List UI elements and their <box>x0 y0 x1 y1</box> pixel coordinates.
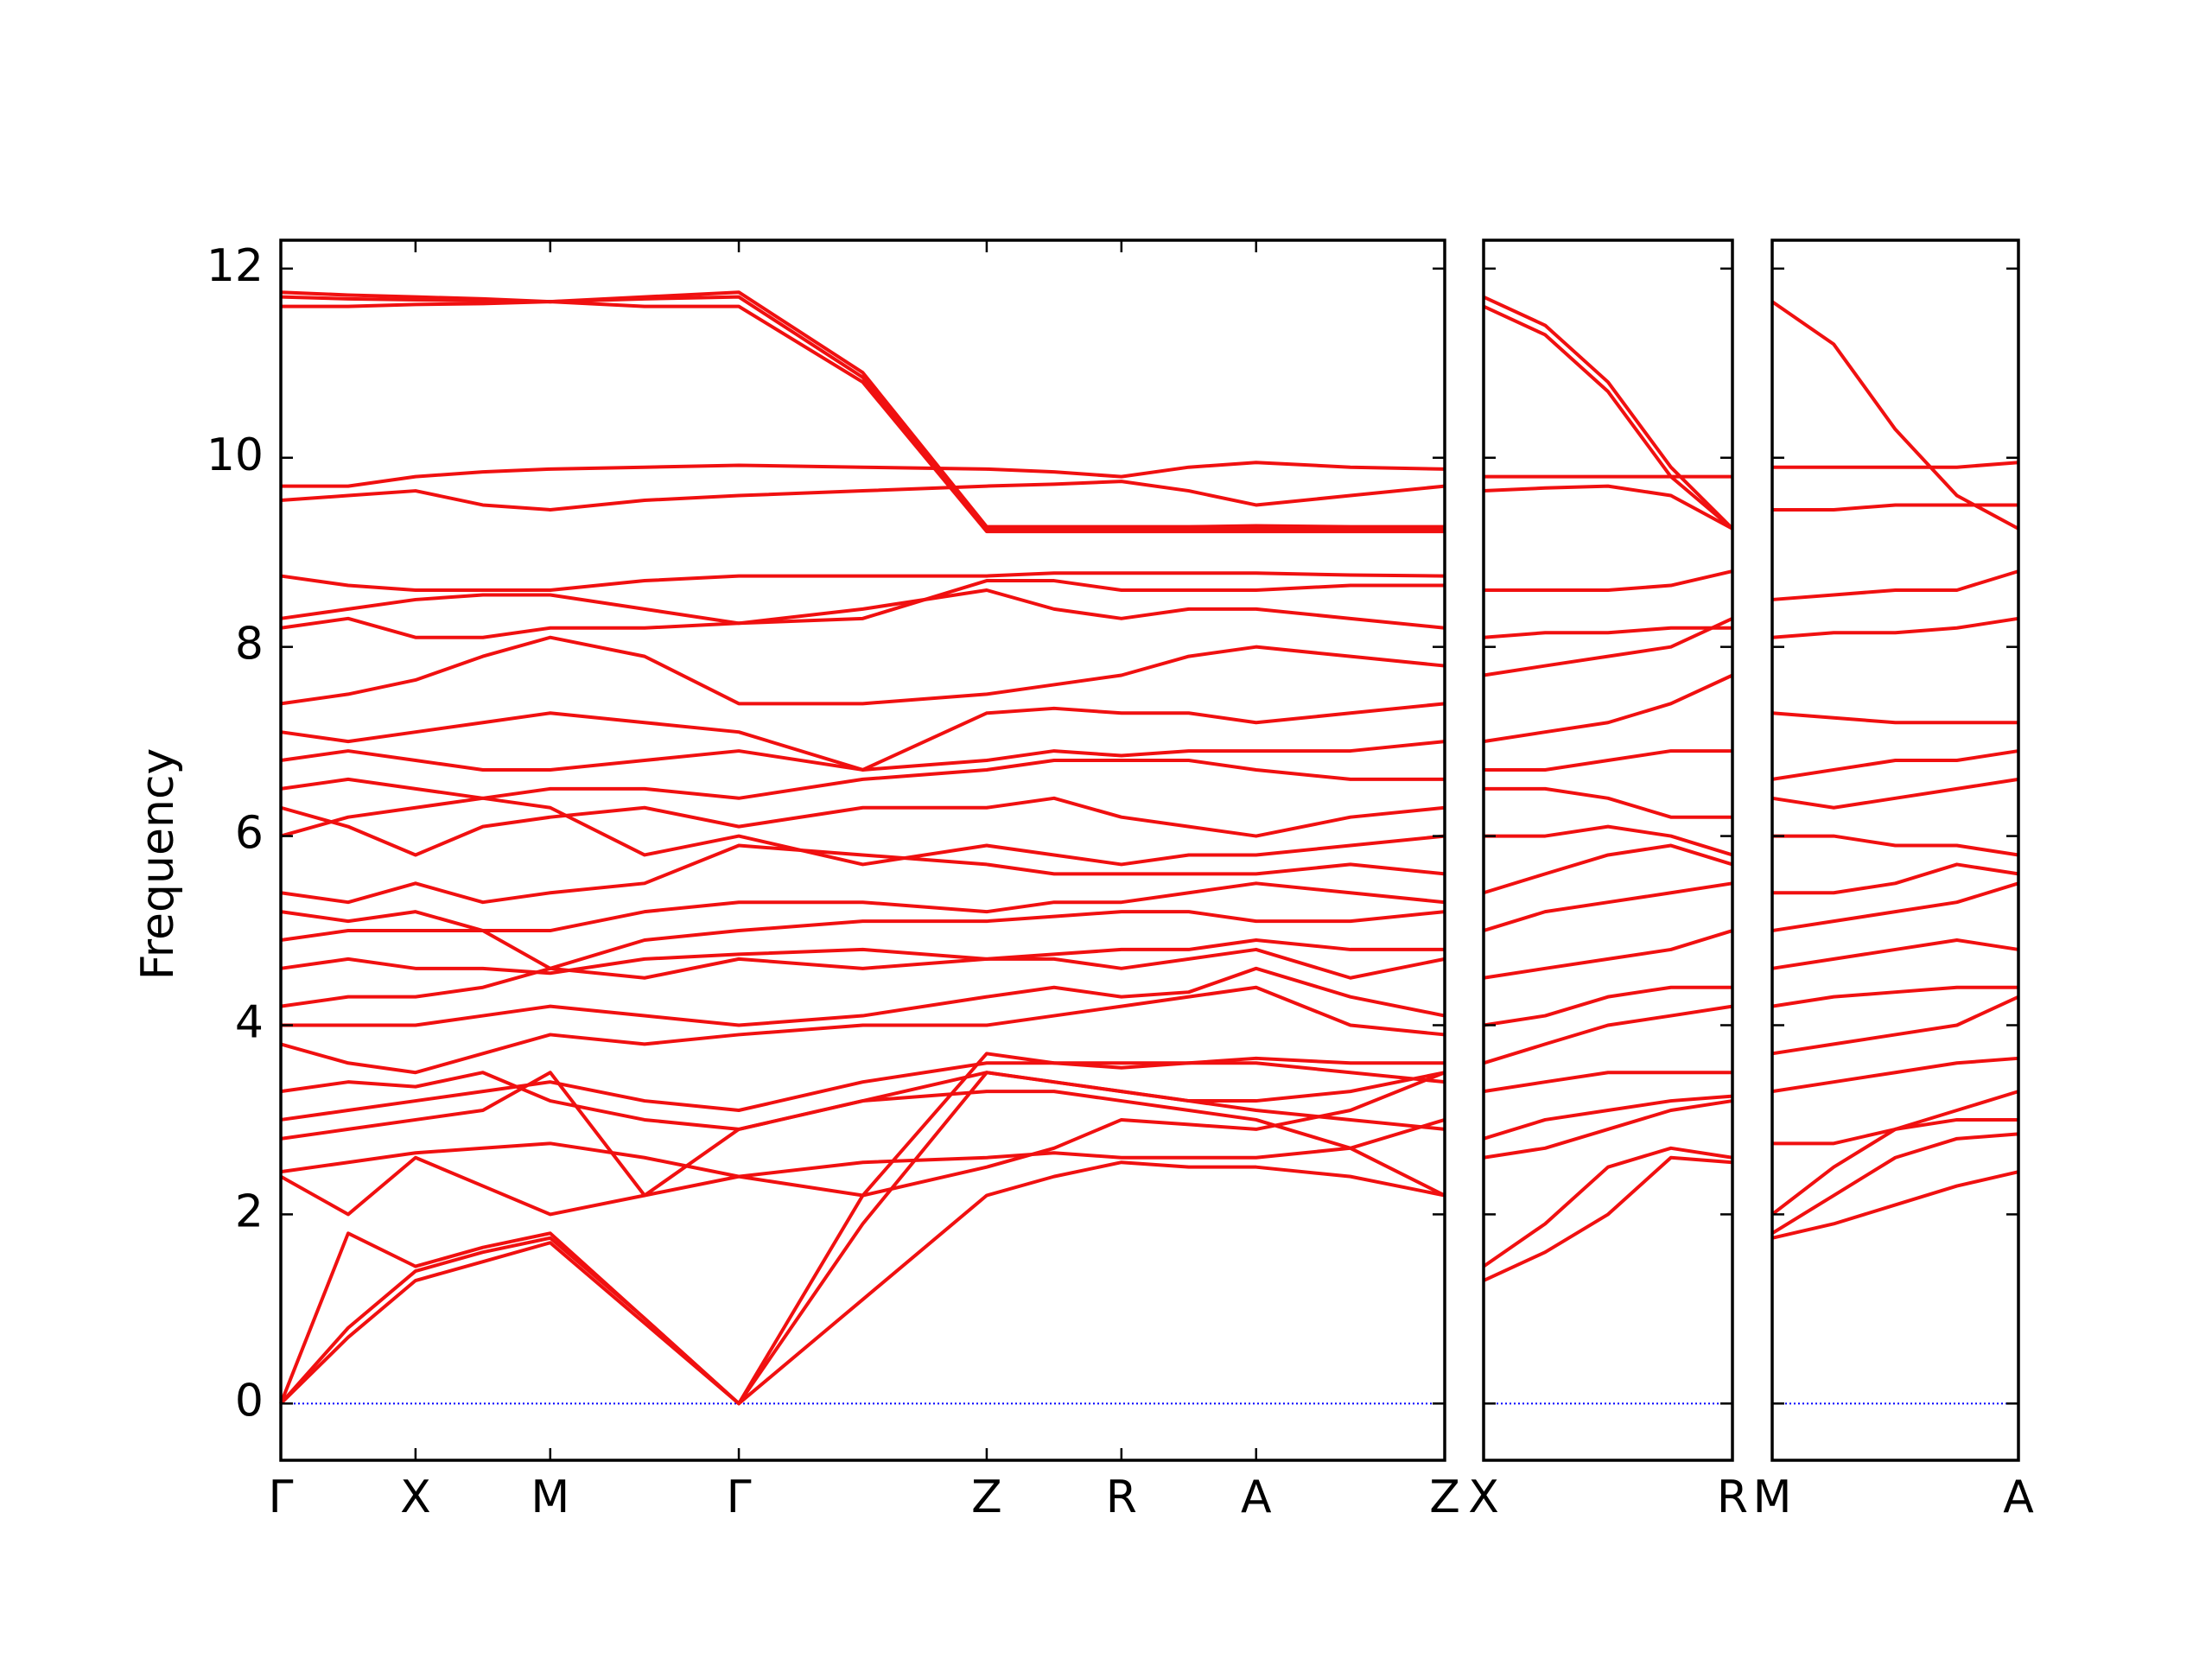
band-line <box>1771 881 2019 933</box>
band-line <box>1483 1094 1733 1141</box>
y-axis-label: Frequency <box>132 748 184 981</box>
band-line <box>1483 881 1733 932</box>
band-line <box>1484 749 1732 772</box>
band-line <box>280 796 1446 857</box>
band-line <box>280 881 1446 933</box>
band-line <box>1483 843 1733 895</box>
plot-frame <box>1482 238 1734 1462</box>
band-line <box>1484 824 1733 857</box>
band-line <box>280 588 1446 639</box>
band-line <box>1771 938 2019 970</box>
band-line <box>280 635 1446 706</box>
band-line <box>280 1071 1446 1198</box>
band-line <box>1771 777 2019 810</box>
y-tick-label: 8 <box>235 619 264 671</box>
band-line <box>1772 834 2019 857</box>
band-line <box>280 1118 1446 1217</box>
band-line <box>1483 1155 1733 1282</box>
band-line <box>1771 616 2019 639</box>
band-line <box>1483 673 1733 744</box>
x-tick-label: X <box>400 1471 431 1523</box>
band-line <box>280 910 1446 970</box>
band-line <box>1771 1056 2019 1094</box>
band-line <box>1771 995 2019 1056</box>
band-line <box>281 461 1446 488</box>
band-line <box>1482 1146 1733 1268</box>
band-line <box>1483 1004 1733 1065</box>
band-line <box>1483 295 1734 531</box>
x-tick-label: R <box>1106 1471 1137 1523</box>
band-line <box>280 1056 1445 1122</box>
x-tick-label: Z <box>1429 1471 1460 1523</box>
band-line <box>1484 569 1733 592</box>
band-line <box>280 1071 1446 1131</box>
band-line <box>279 1071 1446 1406</box>
band-line <box>280 571 1446 592</box>
band-line <box>1772 461 2019 469</box>
x-tick-label: Z <box>971 1471 1002 1523</box>
band-line <box>1771 1170 2019 1240</box>
y-tick-label: 12 <box>207 240 264 292</box>
band-line <box>1772 1090 2019 1146</box>
y-tick-label: 4 <box>235 996 264 1048</box>
y-tick-label: 6 <box>235 808 264 860</box>
band-line <box>280 759 1445 800</box>
band-line <box>1484 786 1732 819</box>
band-line <box>280 579 1445 626</box>
band-line <box>1771 569 2019 601</box>
x-tick-label: Γ <box>269 1471 294 1523</box>
x-tick-label: A <box>2003 1471 2034 1523</box>
band-line <box>280 290 1445 529</box>
band-line <box>280 985 1446 1075</box>
x-tick-label: X <box>1468 1471 1499 1523</box>
band-line <box>280 290 1445 531</box>
band-line <box>1483 484 1733 531</box>
y-tick-label: 2 <box>235 1185 264 1237</box>
band-line <box>280 480 1446 512</box>
band-line <box>281 300 1445 534</box>
band-line <box>1483 1071 1732 1094</box>
band-line <box>1483 304 1734 531</box>
plot-frame <box>279 238 1446 1462</box>
band-line <box>281 966 1446 1027</box>
band-line <box>280 843 1446 905</box>
band-line <box>1483 617 1733 677</box>
band-line <box>1771 749 2019 781</box>
y-tick-label: 0 <box>235 1375 264 1427</box>
band-line <box>1483 626 1732 639</box>
x-tick-label: A <box>1241 1471 1272 1523</box>
x-tick-label: R <box>1717 1471 1748 1523</box>
x-tick-label: M <box>531 1471 569 1523</box>
band-line <box>280 938 1445 976</box>
band-line <box>1771 985 2018 1008</box>
band-line <box>280 702 1446 772</box>
band-line <box>280 947 1446 1008</box>
band-line <box>1771 711 2018 725</box>
band-line <box>1483 1099 1733 1160</box>
plot-frame <box>1770 238 2020 1462</box>
band-line <box>1770 1132 2019 1236</box>
band-line <box>1772 862 2019 895</box>
y-tick-label: 10 <box>207 429 264 481</box>
band-line <box>280 796 1446 867</box>
band-line <box>1483 929 1733 980</box>
x-tick-label: M <box>1753 1471 1792 1523</box>
x-tick-label: Γ <box>727 1471 752 1523</box>
band-line <box>1770 300 2019 531</box>
band-line <box>1483 985 1732 1027</box>
band-line <box>279 1160 1446 1406</box>
